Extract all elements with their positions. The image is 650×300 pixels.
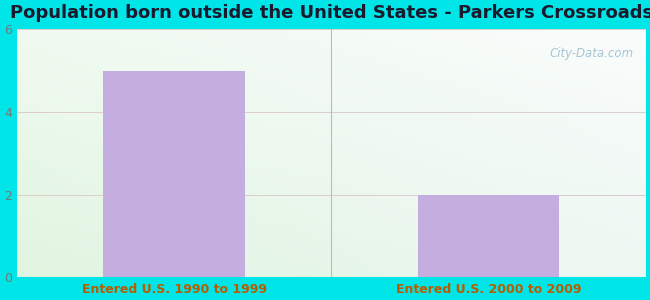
Bar — [103, 70, 245, 277]
Title: Population born outside the United States - Parkers Crossroads: Population born outside the United State… — [10, 4, 650, 22]
Text: City-Data.com: City-Data.com — [549, 46, 633, 60]
Bar — [418, 195, 560, 277]
